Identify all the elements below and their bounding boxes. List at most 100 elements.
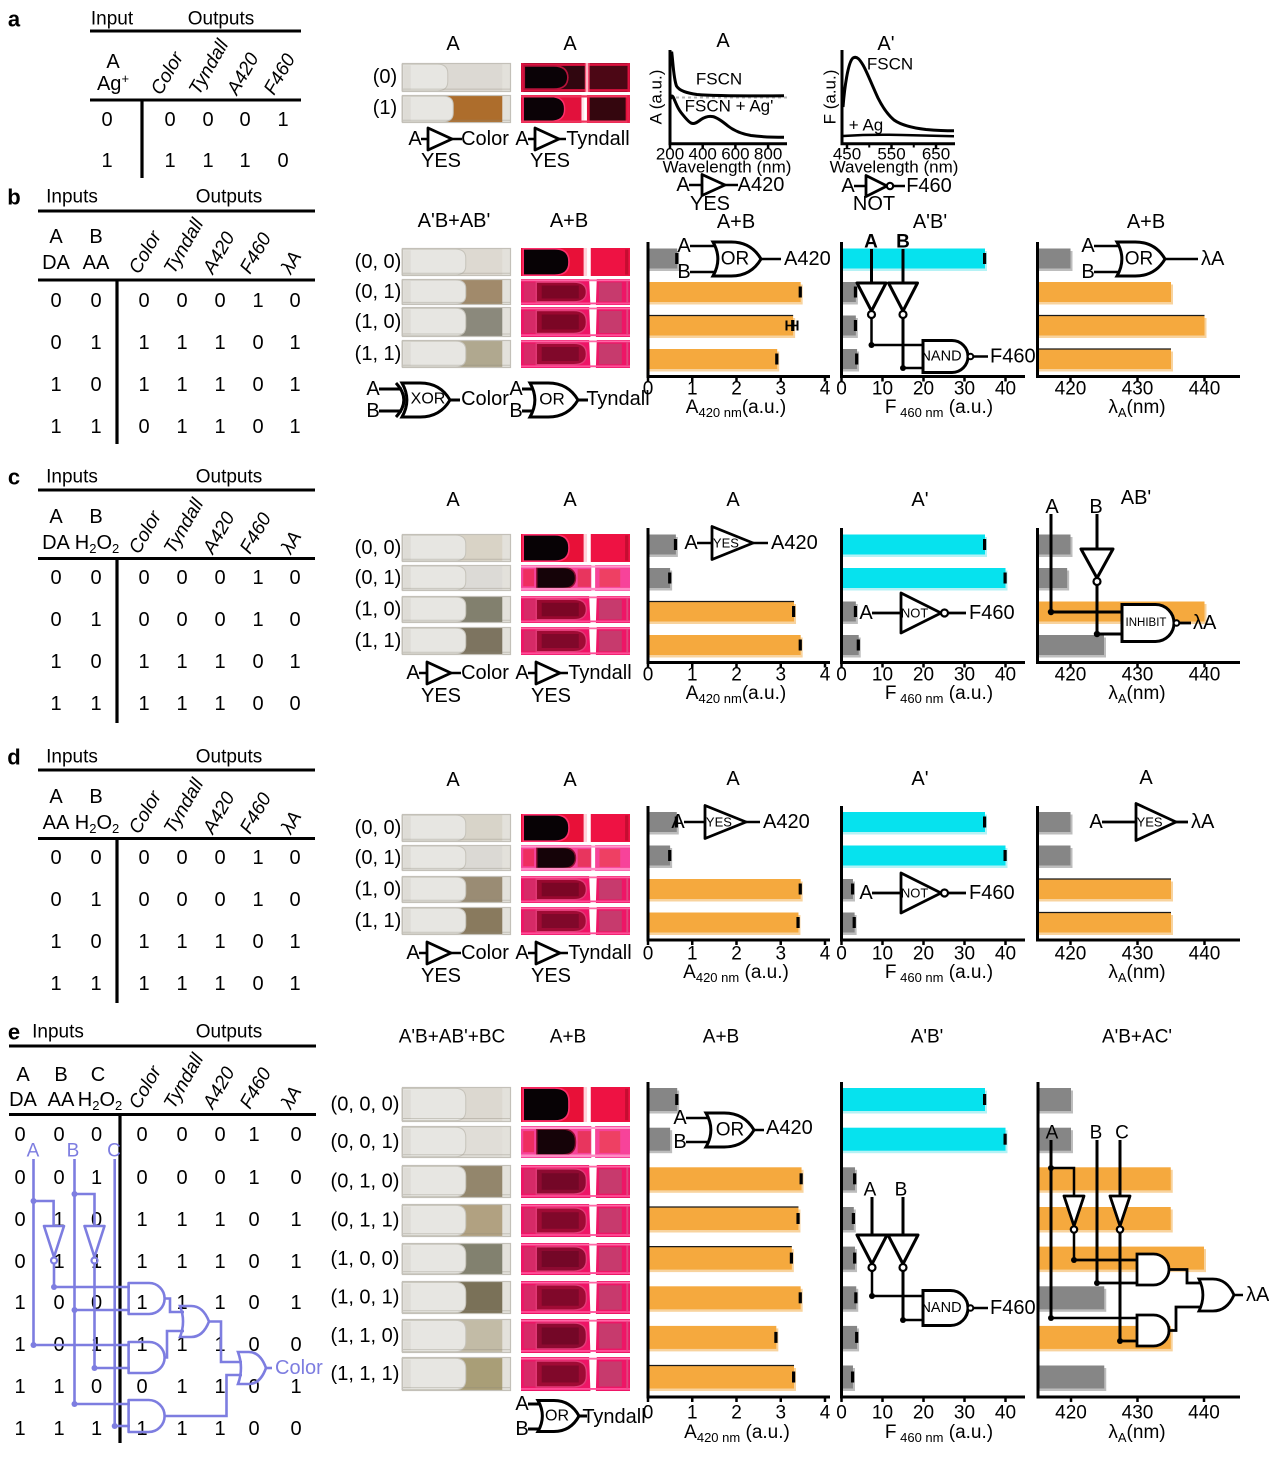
svg-text:A420: A420 xyxy=(771,532,818,554)
svg-text:1: 1 xyxy=(290,1376,301,1398)
svg-text:c: c xyxy=(8,465,20,490)
svg-text:λA(nm): λA(nm) xyxy=(1108,683,1165,706)
svg-text:F460: F460 xyxy=(990,1297,1036,1319)
svg-text:Color: Color xyxy=(461,942,509,964)
svg-text:1: 1 xyxy=(136,1334,147,1356)
svg-text:440: 440 xyxy=(1189,944,1221,965)
svg-text:A: A xyxy=(515,942,529,964)
svg-text:2: 2 xyxy=(731,1403,742,1424)
svg-text:A420: A420 xyxy=(766,1117,813,1139)
svg-text:Outputs: Outputs xyxy=(196,187,263,208)
svg-text:A: A xyxy=(49,506,63,528)
svg-text:400: 400 xyxy=(689,145,717,164)
svg-text:0: 0 xyxy=(136,1167,147,1189)
svg-text:1: 1 xyxy=(252,567,263,589)
svg-text:FSCN: FSCN xyxy=(867,55,913,74)
svg-text:Color: Color xyxy=(461,388,509,410)
svg-text:0: 0 xyxy=(50,567,61,589)
svg-text:0: 0 xyxy=(91,1124,102,1146)
svg-text:0: 0 xyxy=(252,693,263,715)
svg-text:OR: OR xyxy=(721,249,750,270)
svg-text:0: 0 xyxy=(138,609,149,631)
svg-text:0: 0 xyxy=(239,109,250,131)
svg-text:0: 0 xyxy=(138,290,149,312)
svg-text:Inputs: Inputs xyxy=(46,467,98,488)
svg-text:A'B': A'B' xyxy=(911,1027,944,1048)
svg-text:A: A xyxy=(446,489,460,511)
svg-text:1: 1 xyxy=(136,1209,147,1231)
svg-text:0: 0 xyxy=(252,416,263,438)
svg-text:B: B xyxy=(366,400,379,422)
svg-text:B: B xyxy=(896,232,910,253)
svg-text:0: 0 xyxy=(14,1167,25,1189)
svg-text:10: 10 xyxy=(872,379,893,400)
svg-text:1: 1 xyxy=(214,693,225,715)
svg-text:440: 440 xyxy=(1189,665,1221,686)
svg-text:1: 1 xyxy=(138,931,149,953)
svg-text:0: 0 xyxy=(252,973,263,995)
svg-text:0: 0 xyxy=(248,1251,259,1273)
svg-text:AA: AA xyxy=(83,252,110,274)
svg-text:0: 0 xyxy=(50,889,61,911)
svg-text:0: 0 xyxy=(214,847,225,869)
svg-text:1: 1 xyxy=(214,332,225,354)
svg-text:1: 1 xyxy=(14,1292,25,1314)
svg-text:30: 30 xyxy=(954,1403,975,1424)
svg-text:A'B+AB'+BC: A'B+AB'+BC xyxy=(399,1027,506,1048)
svg-text:0: 0 xyxy=(214,1167,225,1189)
svg-text:1: 1 xyxy=(53,1251,64,1273)
svg-text:YES: YES xyxy=(421,685,461,707)
svg-text:1: 1 xyxy=(214,1418,225,1440)
svg-text:1: 1 xyxy=(90,693,101,715)
svg-text:0: 0 xyxy=(90,651,101,673)
svg-text:1: 1 xyxy=(50,931,61,953)
svg-text:A+B: A+B xyxy=(717,211,755,233)
svg-text:B: B xyxy=(89,226,102,248)
svg-text:Tyndall: Tyndall xyxy=(568,942,631,964)
svg-text:600: 600 xyxy=(721,145,749,164)
svg-text:(1, 0): (1, 0) xyxy=(355,311,402,333)
svg-text:1: 1 xyxy=(176,931,187,953)
svg-text:0: 0 xyxy=(50,332,61,354)
svg-text:YES: YES xyxy=(421,150,461,172)
svg-text:0: 0 xyxy=(643,665,654,686)
svg-text:1: 1 xyxy=(252,847,263,869)
svg-text:0: 0 xyxy=(248,1418,259,1440)
svg-text:A (a.u.): A (a.u.) xyxy=(647,70,666,125)
svg-text:0: 0 xyxy=(289,847,300,869)
svg-text:A: A xyxy=(515,1393,529,1415)
svg-text:B: B xyxy=(1089,496,1102,518)
svg-text:B: B xyxy=(89,506,102,528)
svg-text:FSCN: FSCN xyxy=(696,70,742,89)
svg-text:1: 1 xyxy=(50,973,61,995)
svg-text:1: 1 xyxy=(248,1167,259,1189)
svg-text:Color: Color xyxy=(461,128,509,150)
svg-text:A'B+AB': A'B+AB' xyxy=(418,210,491,232)
svg-text:0: 0 xyxy=(91,1292,102,1314)
svg-text:A: A xyxy=(1045,496,1059,518)
svg-text:A: A xyxy=(726,489,740,511)
svg-text:1: 1 xyxy=(277,109,288,131)
svg-text:B: B xyxy=(673,1131,686,1153)
svg-text:0: 0 xyxy=(289,609,300,631)
svg-text:Outputs: Outputs xyxy=(196,467,263,488)
svg-text:λA: λA xyxy=(1193,612,1217,634)
svg-text:A: A xyxy=(446,33,460,55)
svg-text:1: 1 xyxy=(176,693,187,715)
svg-text:(1, 0, 0): (1, 0, 0) xyxy=(331,1248,400,1270)
svg-text:A: A xyxy=(563,33,577,55)
svg-text:0: 0 xyxy=(214,1124,225,1146)
svg-text:0: 0 xyxy=(138,416,149,438)
svg-text:0: 0 xyxy=(101,109,112,131)
svg-text:A420: A420 xyxy=(763,811,810,833)
svg-text:1: 1 xyxy=(50,693,61,715)
svg-text:1: 1 xyxy=(53,1376,64,1398)
svg-text:λA: λA xyxy=(1191,811,1215,833)
svg-text:1: 1 xyxy=(138,651,149,673)
svg-text:0: 0 xyxy=(277,150,288,172)
svg-text:1: 1 xyxy=(214,374,225,396)
svg-text:1: 1 xyxy=(248,1124,259,1146)
svg-text:0: 0 xyxy=(136,1376,147,1398)
svg-text:1: 1 xyxy=(176,374,187,396)
svg-text:0: 0 xyxy=(836,1403,847,1424)
